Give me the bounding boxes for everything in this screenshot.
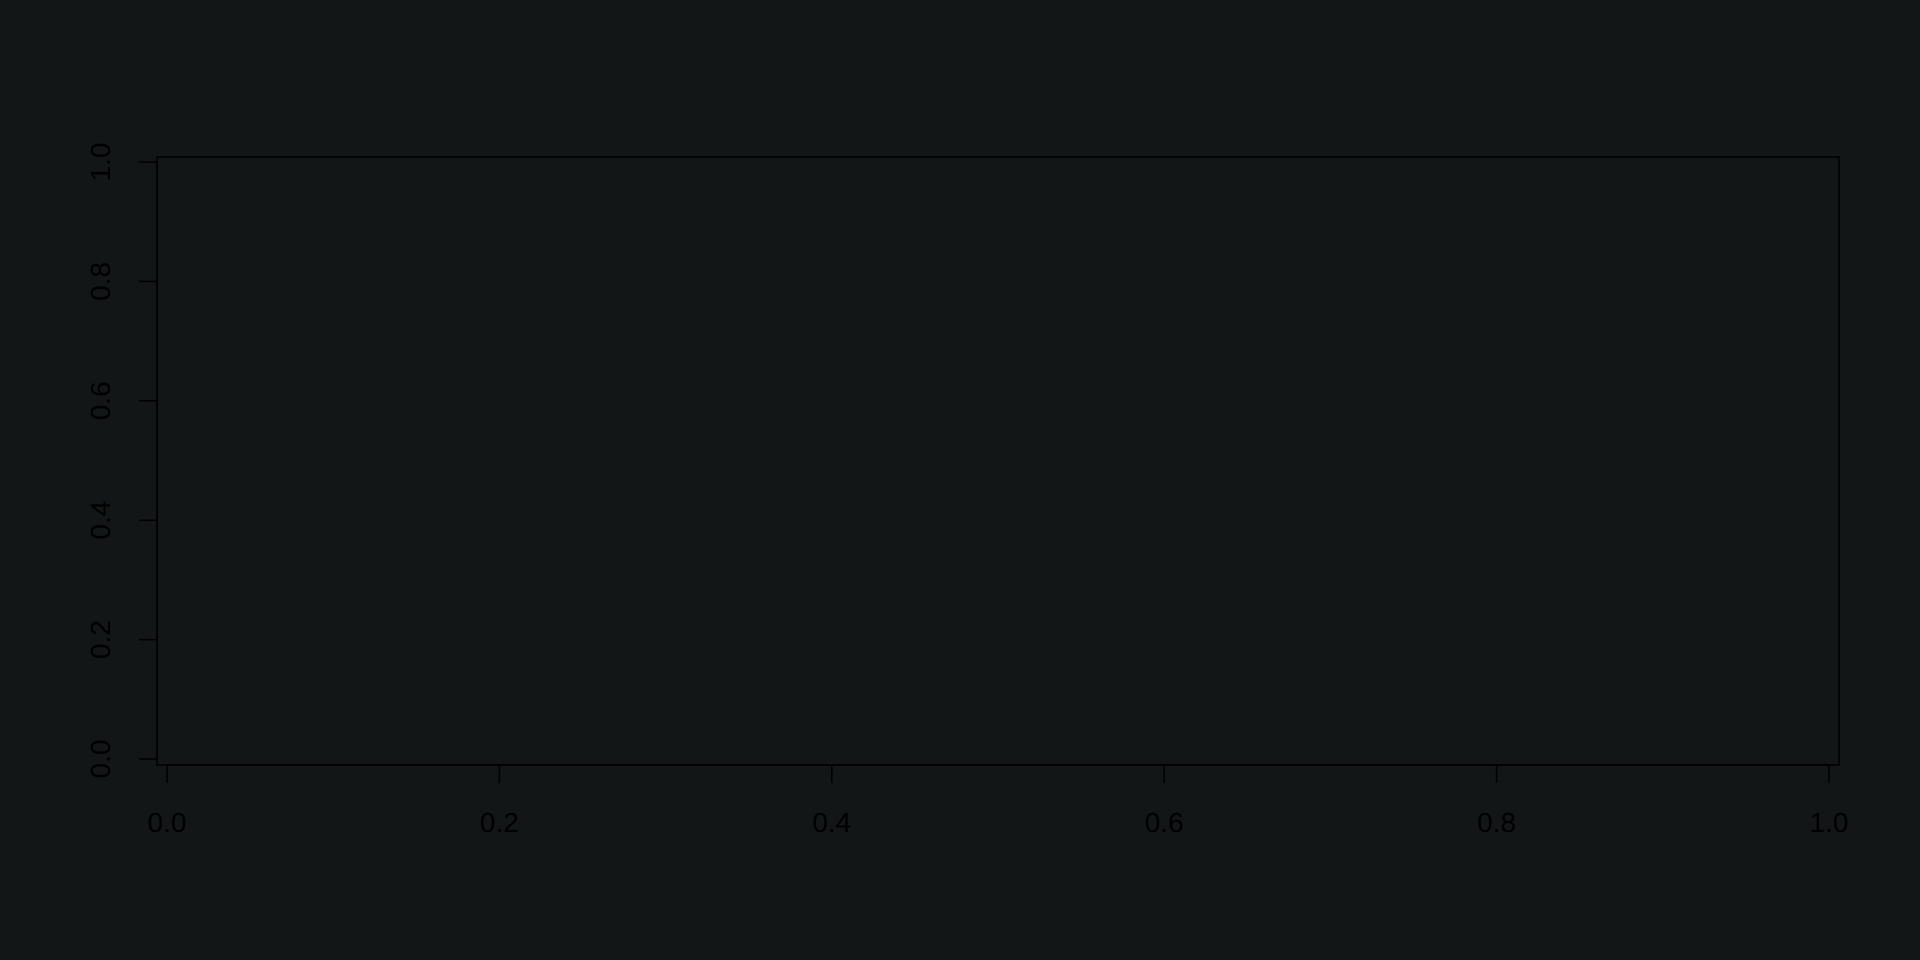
y-axis: 0.0 0.2 0.4 0.6 0.8 1.0 [85,143,158,779]
x-axis: 0.0 0.2 0.4 0.6 0.8 1.0 [148,764,1849,838]
y-tick-label: 0.4 [85,501,116,540]
plot-frame [156,156,1840,766]
x-tick-label: 0.2 [480,807,519,838]
x-tick-label: 1.0 [1810,807,1849,838]
y-tick-label: 0.6 [85,381,116,420]
y-tick-label: 0.8 [85,262,116,301]
y-tick-label: 1.0 [85,143,116,182]
x-tick-label: 0.8 [1477,807,1516,838]
y-tick-label: 0.2 [85,620,116,659]
y-tick-label: 0.0 [85,740,116,779]
x-tick-label: 0.6 [1145,807,1184,838]
x-tick-label: 0.4 [812,807,851,838]
x-tick-label: 0.0 [148,807,187,838]
